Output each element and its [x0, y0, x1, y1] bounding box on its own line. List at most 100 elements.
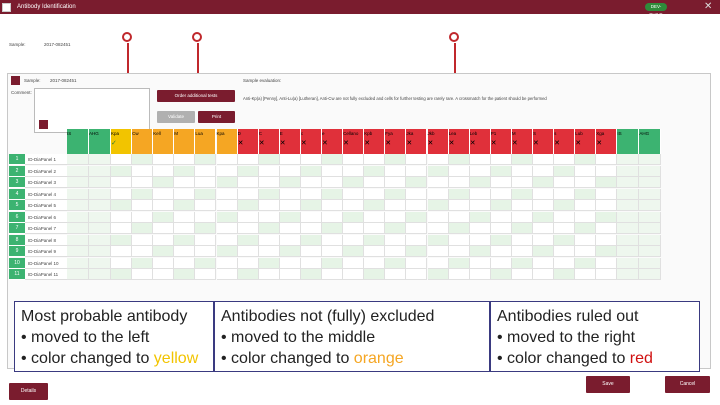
grid-cell[interactable]: [195, 200, 217, 211]
grid-cell[interactable]: [343, 200, 365, 211]
grid-cell[interactable]: [511, 154, 533, 165]
grid-cell[interactable]: [300, 165, 322, 177]
grid-cell[interactable]: [533, 165, 555, 177]
grid-cell[interactable]: [448, 223, 470, 234]
grid-cell[interactable]: [132, 177, 154, 188]
grid-cell[interactable]: [554, 234, 576, 246]
grid-cell[interactable]: [490, 154, 512, 165]
grid-cell[interactable]: [427, 177, 449, 188]
grid-cell[interactable]: [216, 154, 238, 165]
grid-cell[interactable]: [639, 177, 662, 188]
grid-cell[interactable]: [490, 234, 512, 246]
grid-cell[interactable]: [575, 188, 597, 200]
grid-cell[interactable]: [490, 257, 512, 269]
grid-cell[interactable]: [132, 234, 154, 246]
grid-cell[interactable]: [111, 188, 133, 200]
grid-cell[interactable]: [195, 177, 217, 188]
grid-cell[interactable]: [533, 188, 555, 200]
grid-cell[interactable]: [511, 257, 533, 269]
grid-cell[interactable]: [153, 223, 175, 234]
grid-cell[interactable]: [596, 200, 618, 211]
grid-cell[interactable]: [406, 177, 428, 188]
column-header[interactable]: Xga ✕: [596, 129, 618, 154]
grid-cell[interactable]: [237, 177, 259, 188]
column-header[interactable]: s ✕: [554, 129, 576, 154]
grid-cell[interactable]: [258, 188, 280, 200]
grid-cell[interactable]: [490, 177, 512, 188]
grid-cell[interactable]: [343, 154, 365, 165]
grid-cell[interactable]: [279, 177, 301, 188]
column-header[interactable]: M: [174, 129, 196, 154]
grid-cell[interactable]: [343, 188, 365, 200]
grid-cell[interactable]: [174, 269, 196, 280]
column-header[interactable]: Lua: [195, 129, 217, 154]
grid-cell[interactable]: [89, 177, 111, 188]
grid-cell[interactable]: [554, 200, 576, 211]
grid-cell[interactable]: [237, 234, 259, 246]
grid-cell[interactable]: [364, 223, 386, 234]
grid-cell[interactable]: [216, 246, 238, 257]
grid-cell[interactable]: [406, 223, 428, 234]
grid-cell[interactable]: [67, 234, 89, 246]
grid-cell[interactable]: [111, 246, 133, 257]
column-header[interactable]: IS: [617, 129, 640, 154]
grid-cell[interactable]: [406, 211, 428, 223]
grid-cell[interactable]: [111, 165, 133, 177]
grid-cell[interactable]: [490, 246, 512, 257]
grid-cell[interactable]: [89, 188, 111, 200]
grid-cell[interactable]: [195, 165, 217, 177]
column-header[interactable]: Kpa: [216, 129, 238, 154]
grid-cell[interactable]: [258, 223, 280, 234]
grid-cell[interactable]: [237, 257, 259, 269]
grid-cell[interactable]: [385, 200, 407, 211]
grid-cell[interactable]: [111, 200, 133, 211]
grid-cell[interactable]: [322, 154, 344, 165]
grid-cell[interactable]: [89, 257, 111, 269]
details-button[interactable]: Details: [9, 383, 48, 400]
table-row[interactable]: 4 ID-DiaPanel 4: [9, 188, 709, 200]
table-row[interactable]: 3 ID-DiaPanel 3: [9, 177, 709, 188]
grid-cell[interactable]: [554, 154, 576, 165]
column-header[interactable]: Leb ✕: [469, 129, 491, 154]
grid-cell[interactable]: [153, 246, 175, 257]
grid-cell[interactable]: [195, 246, 217, 257]
grid-cell[interactable]: [300, 234, 322, 246]
grid-cell[interactable]: [67, 257, 89, 269]
grid-cell[interactable]: [279, 257, 301, 269]
grid-cell[interactable]: [195, 223, 217, 234]
grid-cell[interactable]: [385, 177, 407, 188]
grid-cell[interactable]: [343, 257, 365, 269]
grid-cell[interactable]: [89, 200, 111, 211]
grid-cell[interactable]: [322, 188, 344, 200]
table-row[interactable]: 7 ID-DiaPanel 7: [9, 223, 709, 234]
grid-cell[interactable]: [343, 234, 365, 246]
grid-cell[interactable]: [490, 269, 512, 280]
grid-cell[interactable]: [511, 269, 533, 280]
grid-cell[interactable]: [237, 200, 259, 211]
grid-cell[interactable]: [385, 269, 407, 280]
grid-cell[interactable]: [216, 234, 238, 246]
grid-cell[interactable]: [89, 223, 111, 234]
grid-cell[interactable]: [596, 165, 618, 177]
grid-cell[interactable]: [617, 200, 640, 211]
grid-cell[interactable]: [153, 188, 175, 200]
grid-cell[interactable]: [533, 246, 555, 257]
grid-cell[interactable]: [343, 246, 365, 257]
column-header[interactable]: Jka ✕: [406, 129, 428, 154]
column-header[interactable]: Cellano ✕: [343, 129, 365, 154]
grid-cell[interactable]: [300, 200, 322, 211]
grid-cell[interactable]: [322, 234, 344, 246]
grid-cell[interactable]: [258, 165, 280, 177]
grid-cell[interactable]: [322, 223, 344, 234]
grid-cell[interactable]: [575, 234, 597, 246]
grid-cell[interactable]: [279, 154, 301, 165]
grid-cell[interactable]: [174, 246, 196, 257]
comments-field[interactable]: [34, 88, 150, 133]
grid-cell[interactable]: [153, 154, 175, 165]
grid-cell[interactable]: [427, 246, 449, 257]
grid-cell[interactable]: [617, 165, 640, 177]
grid-cell[interactable]: [448, 211, 470, 223]
column-header[interactable]: c ✕: [300, 129, 322, 154]
grid-cell[interactable]: [639, 246, 662, 257]
grid-cell[interactable]: [174, 188, 196, 200]
